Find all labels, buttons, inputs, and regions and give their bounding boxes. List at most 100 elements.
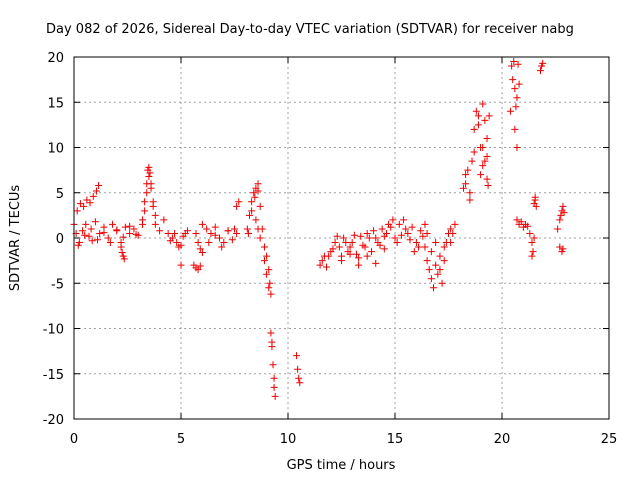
data-point bbox=[294, 365, 302, 373]
data-point bbox=[484, 182, 492, 190]
data-point bbox=[479, 144, 487, 151]
data-point bbox=[509, 76, 517, 84]
data-point bbox=[447, 225, 455, 233]
data-point bbox=[483, 134, 491, 142]
data-point bbox=[511, 125, 519, 133]
data-point bbox=[269, 361, 277, 369]
data-point bbox=[194, 266, 202, 274]
data-point bbox=[88, 237, 96, 245]
y-tick-label: 5 bbox=[56, 187, 64, 202]
data-point bbox=[513, 94, 521, 102]
data-point bbox=[357, 232, 365, 240]
data-point bbox=[447, 239, 455, 247]
data-point bbox=[119, 233, 127, 241]
x-tick-label: 20 bbox=[494, 432, 511, 447]
data-point bbox=[408, 223, 416, 231]
data-point bbox=[380, 232, 388, 240]
data-point bbox=[245, 211, 253, 219]
data-point bbox=[254, 225, 262, 233]
data-point bbox=[132, 230, 140, 238]
data-point bbox=[252, 216, 260, 224]
data-point bbox=[260, 257, 268, 265]
data-point bbox=[410, 248, 418, 256]
data-point bbox=[335, 243, 343, 251]
data-point bbox=[141, 207, 149, 215]
data-point bbox=[440, 243, 448, 251]
data-point bbox=[166, 237, 174, 245]
data-point bbox=[367, 248, 375, 256]
data-point bbox=[318, 257, 326, 265]
data-point bbox=[265, 266, 273, 274]
data-point bbox=[267, 329, 275, 337]
data-point bbox=[528, 239, 536, 247]
data-point bbox=[556, 216, 564, 224]
data-point bbox=[145, 163, 153, 171]
data-point bbox=[173, 239, 181, 247]
data-point bbox=[359, 241, 367, 249]
data-point bbox=[427, 275, 435, 283]
data-point bbox=[251, 193, 259, 201]
data-point bbox=[266, 279, 274, 287]
data-point bbox=[196, 262, 204, 270]
data-point bbox=[531, 196, 539, 204]
data-point bbox=[138, 216, 146, 224]
y-axis-label: SDTVAR / TECUs bbox=[8, 185, 23, 292]
data-point bbox=[406, 236, 414, 244]
data-point bbox=[477, 171, 485, 179]
data-point bbox=[126, 229, 134, 237]
chart-title: Day 082 of 2026, Sidereal Day-to-day VTE… bbox=[46, 22, 574, 37]
data-point bbox=[233, 202, 241, 210]
data-point bbox=[91, 218, 99, 226]
data-point bbox=[481, 157, 489, 165]
data-point bbox=[295, 374, 303, 382]
data-point bbox=[421, 243, 429, 251]
data-point bbox=[512, 103, 520, 111]
data-point bbox=[74, 241, 82, 249]
data-point bbox=[248, 207, 256, 215]
data-point bbox=[143, 189, 151, 197]
data-point bbox=[106, 239, 114, 247]
data-point bbox=[451, 220, 459, 228]
y-tick-label: -5 bbox=[51, 277, 64, 292]
data-point bbox=[130, 225, 138, 233]
data-point bbox=[530, 200, 538, 208]
data-point bbox=[109, 220, 117, 228]
data-point bbox=[400, 216, 408, 224]
data-point bbox=[100, 229, 108, 237]
data-point bbox=[559, 202, 567, 210]
data-point bbox=[183, 227, 191, 235]
data-point bbox=[438, 279, 446, 287]
y-tick-label: -15 bbox=[43, 368, 64, 383]
data-points bbox=[70, 58, 568, 400]
data-point bbox=[470, 125, 478, 133]
data-point bbox=[256, 202, 264, 210]
data-point bbox=[329, 245, 337, 253]
y-tick-label: 0 bbox=[56, 232, 64, 247]
data-point bbox=[526, 229, 534, 237]
data-point bbox=[430, 284, 438, 292]
data-point bbox=[333, 232, 341, 240]
data-point bbox=[171, 229, 179, 237]
data-point bbox=[389, 216, 397, 224]
data-point bbox=[211, 223, 219, 231]
data-point bbox=[440, 257, 448, 265]
data-point bbox=[244, 229, 252, 237]
data-point bbox=[372, 259, 380, 267]
data-point bbox=[530, 234, 538, 242]
data-point bbox=[432, 239, 440, 247]
data-point bbox=[355, 254, 363, 262]
data-point bbox=[537, 67, 545, 75]
data-point bbox=[393, 239, 401, 247]
data-point bbox=[404, 229, 412, 237]
data-point bbox=[203, 225, 211, 233]
data-point bbox=[263, 270, 271, 278]
data-point bbox=[391, 234, 399, 242]
data-point bbox=[376, 241, 384, 249]
data-point bbox=[425, 266, 433, 274]
data-point bbox=[417, 227, 425, 235]
data-point bbox=[211, 231, 219, 239]
y-tick-label: 20 bbox=[47, 51, 64, 66]
data-point bbox=[474, 112, 482, 120]
data-point bbox=[508, 62, 516, 70]
data-point bbox=[365, 234, 373, 242]
